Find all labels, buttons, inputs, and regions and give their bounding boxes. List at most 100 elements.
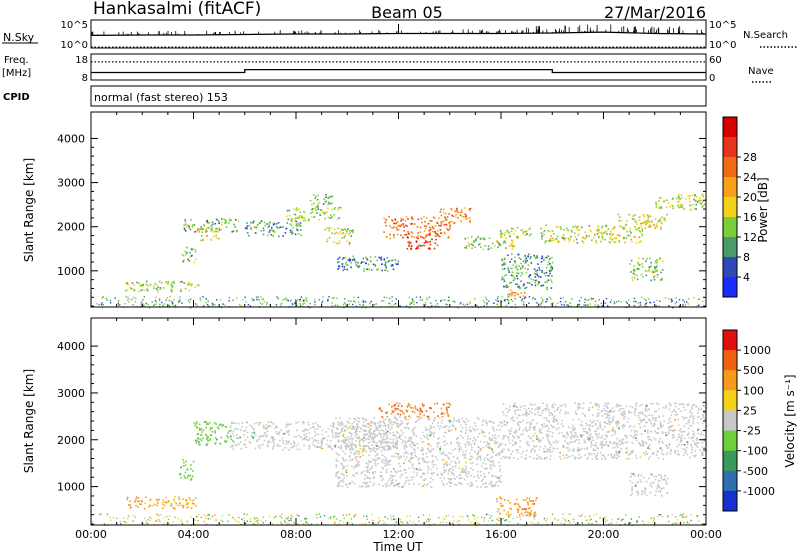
velocity-cell	[519, 421, 522, 423]
power-cell	[128, 301, 130, 303]
velocity-cell	[376, 453, 378, 456]
velocity-cell	[501, 425, 503, 427]
velocity-cell	[368, 438, 370, 441]
velocity-cell	[615, 405, 618, 408]
velocity-cell	[416, 472, 418, 474]
velocity-cell	[702, 438, 704, 440]
velocity-cell	[509, 502, 511, 504]
power-cell	[165, 281, 167, 283]
power-cell	[303, 219, 305, 222]
velocity-cell	[525, 508, 527, 510]
velocity-cell	[596, 458, 598, 460]
power-cell	[559, 301, 562, 303]
power-cell	[344, 298, 346, 300]
velocity-cell	[586, 458, 589, 460]
velocity-cell	[409, 444, 411, 446]
velocity-cell	[645, 421, 647, 424]
power-cell	[297, 216, 299, 219]
power-cell	[515, 293, 518, 295]
power-cell	[395, 222, 397, 225]
power-cell	[549, 298, 552, 300]
velocity-cell	[398, 462, 400, 465]
power-cell	[533, 272, 536, 275]
velocity-cell	[254, 433, 257, 436]
power-cell	[670, 298, 673, 301]
velocity-cell	[182, 465, 185, 467]
power-cell	[695, 208, 697, 210]
power-cell	[471, 243, 473, 246]
power-cell	[419, 226, 422, 229]
velocity-cell	[508, 457, 511, 459]
velocity-cell	[560, 409, 562, 411]
velocity-cell	[548, 427, 550, 430]
power-cell	[327, 216, 330, 218]
velocity-cell	[244, 430, 247, 432]
velocity-cell	[356, 472, 359, 475]
velocity-cell	[442, 466, 445, 468]
velocity-cell	[438, 417, 441, 419]
velocity-cell	[429, 451, 431, 453]
power-cell	[507, 302, 510, 305]
power-cell	[538, 281, 540, 283]
velocity-cell	[312, 440, 314, 443]
velocity-cell	[389, 477, 392, 479]
power-cell	[605, 224, 607, 227]
velocity-cell	[373, 422, 376, 425]
power-cell	[520, 229, 523, 232]
velocity-cell	[393, 416, 396, 418]
velocity-cell	[281, 437, 284, 440]
velocity-cell	[444, 463, 446, 465]
velocity-cell	[506, 411, 509, 413]
velocity-cell	[233, 435, 235, 437]
power-cell	[509, 243, 512, 246]
power-cell	[547, 279, 550, 281]
power-cell	[507, 293, 509, 296]
velocity-cell	[412, 407, 414, 409]
power-cell	[370, 269, 373, 271]
velocity-cell	[308, 432, 311, 434]
velocity-cell	[333, 423, 335, 425]
velocity-cell	[392, 438, 395, 441]
power-cell	[421, 299, 424, 301]
velocity-cell	[436, 402, 439, 405]
power-cell	[659, 258, 661, 261]
velocity-cell	[443, 459, 445, 461]
velocity-cell	[490, 480, 492, 483]
velocity-cell	[705, 425, 708, 427]
velocity-cell	[421, 447, 423, 449]
power-cell	[467, 241, 469, 244]
velocity-cell	[326, 439, 329, 442]
power-cell	[395, 263, 398, 265]
velocity-cell	[277, 432, 280, 434]
velocity-cell	[467, 420, 470, 422]
velocity-cell	[451, 424, 453, 427]
power-cell	[425, 236, 427, 238]
velocity-cell	[432, 433, 435, 436]
power-cell	[315, 195, 317, 198]
power-cell	[486, 298, 488, 301]
power-cell	[291, 232, 294, 234]
velocity-cell	[320, 444, 323, 446]
power-cell	[477, 236, 479, 238]
power-cell	[658, 197, 661, 199]
power-cell	[647, 226, 650, 228]
velocity-cell	[683, 443, 686, 446]
power-cell	[656, 276, 659, 279]
power-cell	[139, 289, 142, 292]
velocity-cell	[641, 412, 643, 414]
velocity-cell	[497, 446, 500, 448]
n-sky-spikes	[90, 23, 705, 36]
velocity-cell	[302, 438, 304, 441]
velocity-cell	[491, 448, 493, 451]
power-cell	[126, 282, 128, 284]
power-cell	[250, 228, 253, 231]
velocity-cell	[578, 457, 581, 460]
velocity-cell	[244, 439, 247, 441]
velocity-cell	[372, 449, 375, 452]
velocity-cell	[601, 440, 603, 443]
velocity-cell	[440, 413, 443, 415]
power-cell	[650, 279, 652, 282]
velocity-cell	[429, 434, 431, 437]
velocity-cell	[476, 458, 479, 461]
velocity-cell	[469, 458, 472, 461]
